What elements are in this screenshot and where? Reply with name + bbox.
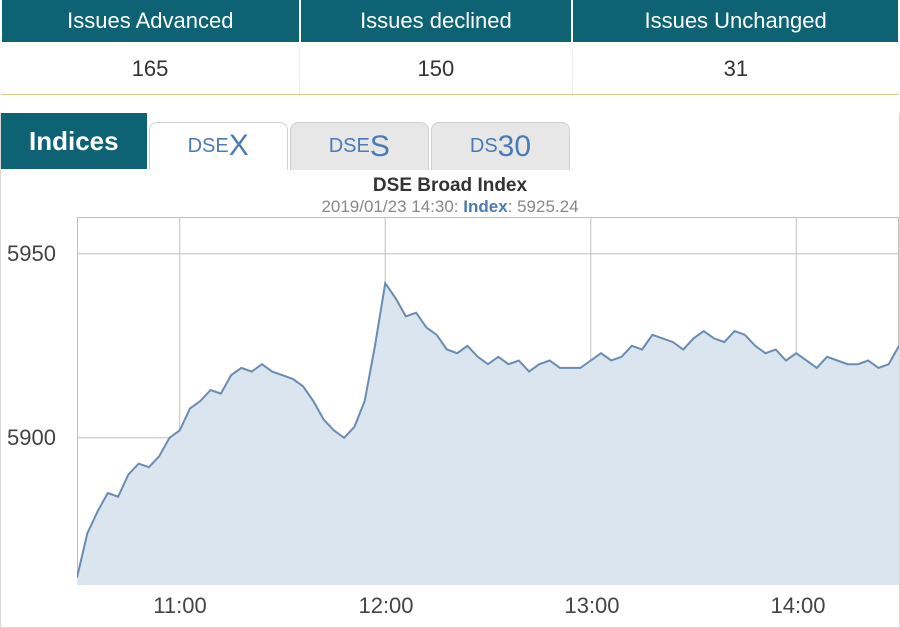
cell-unchanged: 31 <box>572 43 899 95</box>
y-tick-label: 5900 <box>7 425 56 451</box>
chart-subtitle: 2019/01/23 14:30: Index: 5925.24 <box>1 197 899 217</box>
x-tick-label: 11:00 <box>153 593 206 619</box>
plot-area: 5900 5950 11:00 12:00 13:00 14:00 <box>1 217 899 627</box>
tab-ds30[interactable]: DS30 <box>431 122 570 170</box>
tab-prefix: DSE <box>188 135 229 158</box>
tab-dsex[interactable]: DSEX <box>149 122 288 170</box>
subtitle-value: : 5925.24 <box>508 197 579 216</box>
issues-summary-table: Issues Advanced Issues declined Issues U… <box>0 0 900 95</box>
cell-advanced: 165 <box>1 43 300 95</box>
col-advanced-header: Issues Advanced <box>1 0 300 43</box>
tab-suffix: X <box>229 129 249 163</box>
x-tick-label: 13:00 <box>564 593 619 619</box>
x-tick-label: 12:00 <box>358 593 413 619</box>
col-declined-header: Issues declined <box>300 0 573 43</box>
tab-suffix: S <box>370 130 390 164</box>
subtitle-time: 2019/01/23 14:30: <box>321 197 458 216</box>
chart-header: DSE Broad Index 2019/01/23 14:30: Index:… <box>1 169 899 217</box>
x-tick-label: 14:00 <box>770 593 825 619</box>
chart-panel: Indices DSEX DSES DS30 DSE Broad Index 2… <box>0 113 900 628</box>
tab-prefix: DSE <box>329 135 370 158</box>
table-row: 165 150 31 <box>1 43 899 95</box>
area-chart-svg <box>77 217 899 585</box>
tab-prefix: DS <box>470 135 498 158</box>
col-unchanged-header: Issues Unchanged <box>572 0 899 43</box>
tab-dses[interactable]: DSES <box>290 122 429 170</box>
tab-suffix: 30 <box>498 130 531 164</box>
y-tick-label: 5950 <box>7 241 56 267</box>
cell-declined: 150 <box>300 43 573 95</box>
chart-title: DSE Broad Index <box>1 175 899 197</box>
indices-label: Indices <box>1 113 147 169</box>
subtitle-label: Index <box>463 197 507 216</box>
tabs-row: Indices DSEX DSES DS30 <box>1 113 899 169</box>
